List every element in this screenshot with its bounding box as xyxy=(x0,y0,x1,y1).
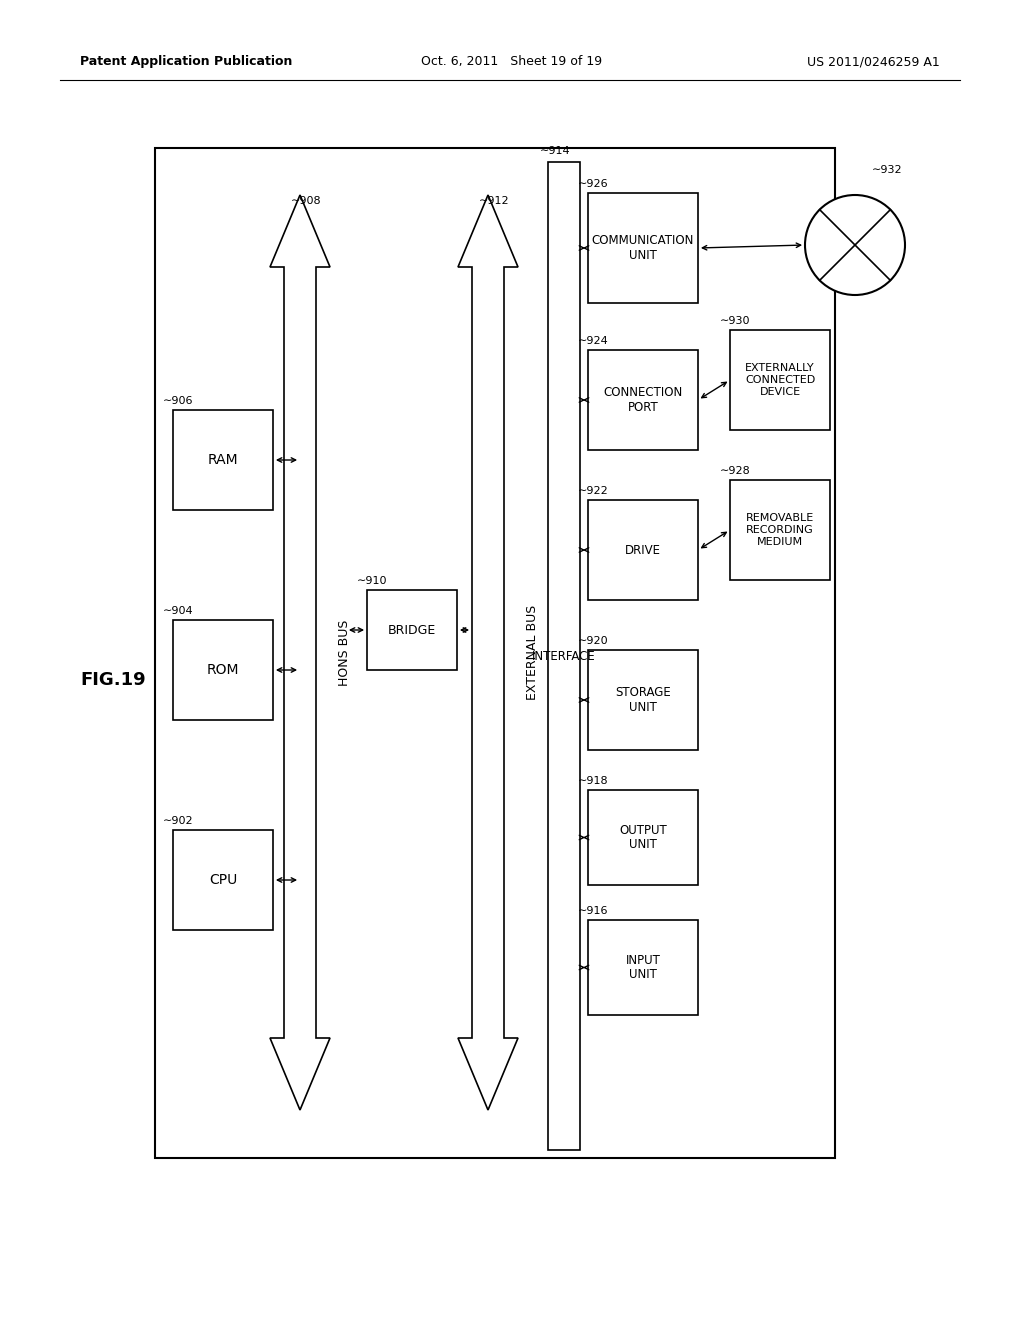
Bar xyxy=(588,500,698,601)
Bar xyxy=(173,411,273,510)
Bar xyxy=(588,649,698,750)
Circle shape xyxy=(805,195,905,294)
Text: OUTPUT
UNIT: OUTPUT UNIT xyxy=(620,824,667,851)
Polygon shape xyxy=(458,195,518,1110)
Text: ∼908: ∼908 xyxy=(291,195,322,206)
Text: STORAGE
UNIT: STORAGE UNIT xyxy=(615,686,671,714)
Polygon shape xyxy=(270,195,330,1110)
Bar xyxy=(548,162,580,1150)
Text: ∼912: ∼912 xyxy=(479,195,510,206)
Text: EXTERNALLY
CONNECTED
DEVICE: EXTERNALLY CONNECTED DEVICE xyxy=(744,363,815,396)
Text: CPU: CPU xyxy=(209,873,238,887)
Text: ∼910: ∼910 xyxy=(357,576,387,586)
Bar xyxy=(367,590,457,671)
Text: HONS BUS: HONS BUS xyxy=(338,619,351,685)
Text: REMOVABLE
RECORDING
MEDIUM: REMOVABLE RECORDING MEDIUM xyxy=(745,513,814,546)
Text: ∼906: ∼906 xyxy=(163,396,194,407)
Bar xyxy=(588,350,698,450)
Bar xyxy=(588,920,698,1015)
Text: INPUT
UNIT: INPUT UNIT xyxy=(626,953,660,982)
Text: DRIVE: DRIVE xyxy=(625,544,662,557)
Text: INTERFACE: INTERFACE xyxy=(532,649,596,663)
Text: ∼922: ∼922 xyxy=(578,486,608,496)
Text: ∼926: ∼926 xyxy=(578,180,608,189)
Text: ∼904: ∼904 xyxy=(163,606,194,616)
Text: EXTERNAL BUS: EXTERNAL BUS xyxy=(526,605,539,700)
Text: FIG.19: FIG.19 xyxy=(80,671,145,689)
Bar xyxy=(155,148,835,1158)
Text: BRIDGE: BRIDGE xyxy=(388,623,436,636)
Text: ∼920: ∼920 xyxy=(578,636,608,645)
Text: COMMUNICATION
UNIT: COMMUNICATION UNIT xyxy=(592,234,694,261)
Bar xyxy=(588,193,698,304)
Text: ∼914: ∼914 xyxy=(540,147,570,156)
Bar xyxy=(588,789,698,884)
Text: ROM: ROM xyxy=(207,663,240,677)
Text: ∼930: ∼930 xyxy=(720,315,751,326)
Bar xyxy=(173,620,273,719)
Text: US 2011/0246259 A1: US 2011/0246259 A1 xyxy=(807,55,940,69)
Text: ∼918: ∼918 xyxy=(578,776,608,785)
Text: ∼916: ∼916 xyxy=(578,906,608,916)
Text: ∼924: ∼924 xyxy=(578,337,608,346)
Text: ∼928: ∼928 xyxy=(720,466,751,477)
Text: RAM: RAM xyxy=(208,453,239,467)
Bar xyxy=(173,830,273,931)
Text: CONNECTION
PORT: CONNECTION PORT xyxy=(603,385,683,414)
Text: Patent Application Publication: Patent Application Publication xyxy=(80,55,293,69)
Bar xyxy=(730,480,830,579)
Text: ∼932: ∼932 xyxy=(872,165,902,176)
Bar xyxy=(730,330,830,430)
Text: ∼902: ∼902 xyxy=(163,816,194,826)
Text: Oct. 6, 2011   Sheet 19 of 19: Oct. 6, 2011 Sheet 19 of 19 xyxy=(422,55,602,69)
